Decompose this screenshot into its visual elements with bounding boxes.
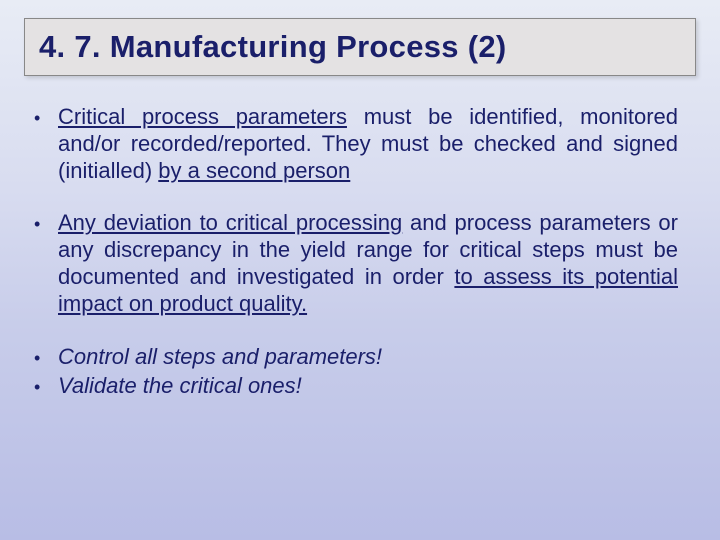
bullet-item: •Validate the critical ones! xyxy=(34,373,678,400)
bullet-text: Control all steps and parameters! xyxy=(58,344,678,371)
bullet-dot-icon: • xyxy=(34,373,58,400)
text-segment: Critical process parameters xyxy=(58,104,347,129)
slide-title: 4. 7. Manufacturing Process (2) xyxy=(39,29,681,65)
bullet-item: •Critical process parameters must be ide… xyxy=(34,104,678,184)
bullet-dot-icon: • xyxy=(34,210,58,317)
bullet-text: Critical process parameters must be iden… xyxy=(58,104,678,184)
title-box: 4. 7. Manufacturing Process (2) xyxy=(24,18,696,76)
text-segment: Validate the critical ones! xyxy=(58,373,302,398)
text-segment: by a second person xyxy=(158,158,350,183)
bullet-item: •Any deviation to critical processing an… xyxy=(34,210,678,317)
bullet-dot-icon: • xyxy=(34,344,58,371)
bullet-item: •Control all steps and parameters! xyxy=(34,344,678,371)
slide: 4. 7. Manufacturing Process (2) •Critica… xyxy=(0,0,720,540)
bullet-text: Validate the critical ones! xyxy=(58,373,678,400)
bullet-text: Any deviation to critical processing and… xyxy=(58,210,678,317)
text-segment: Control all steps and parameters! xyxy=(58,344,382,369)
bullet-dot-icon: • xyxy=(34,104,58,184)
text-segment: Any deviation to critical processing xyxy=(58,210,402,235)
slide-content: •Critical process parameters must be ide… xyxy=(24,104,696,399)
